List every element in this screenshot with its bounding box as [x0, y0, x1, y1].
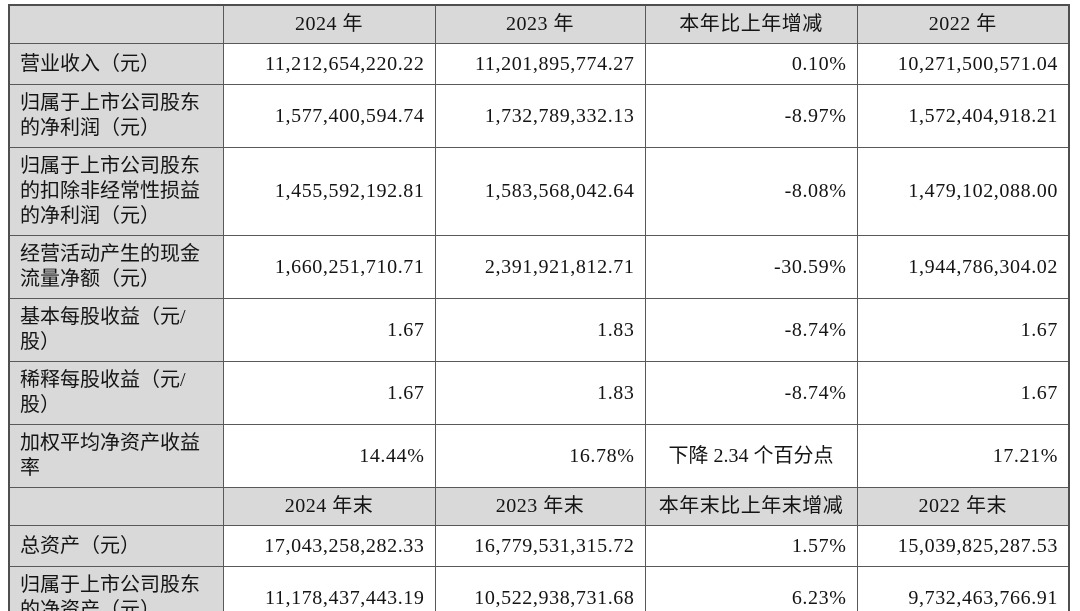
- value-2024: 1,577,400,594.74: [222, 84, 436, 148]
- metric-label: 基本每股收益（元/股）: [8, 298, 224, 362]
- table-row-net-profit: 归属于上市公司股东的净利润（元） 1,577,400,594.74 1,732,…: [8, 84, 1070, 148]
- metric-label: 总资产（元）: [8, 525, 224, 567]
- value-2022: 17.21%: [856, 424, 1070, 488]
- value-2024: 14.44%: [222, 424, 436, 488]
- value-change: -8.74%: [644, 361, 858, 425]
- value-2024: 1,660,251,710.71: [222, 235, 436, 299]
- value-2023: 2,391,921,812.71: [434, 235, 646, 299]
- metric-label: 营业收入（元）: [8, 43, 224, 85]
- value-2023: 16.78%: [434, 424, 646, 488]
- value-2022: 1,944,786,304.02: [856, 235, 1070, 299]
- value-change: -8.08%: [644, 147, 858, 236]
- table-row-net-assets: 归属于上市公司股东的净资产（元） 11,178,437,443.19 10,52…: [8, 566, 1070, 611]
- value-change: 1.57%: [644, 525, 858, 567]
- table-row-weighted-roe: 加权平均净资产收益率 14.44% 16.78% 下降 2.34 个百分点 17…: [8, 424, 1070, 488]
- value-change: -8.74%: [644, 298, 858, 362]
- value-2022: 1.67: [856, 361, 1070, 425]
- value-2024: 1.67: [222, 361, 436, 425]
- metric-label: 归属于上市公司股东的净资产（元）: [8, 566, 224, 611]
- value-2022: 1,479,102,088.00: [856, 147, 1070, 236]
- year-header-2022: 2022 年: [856, 4, 1070, 44]
- table-row-revenue: 营业收入（元） 11,212,654,220.22 11,201,895,774…: [8, 43, 1070, 85]
- value-change: 6.23%: [644, 566, 858, 611]
- year-header-2024: 2024 年: [222, 4, 436, 44]
- value-2022: 10,271,500,571.04: [856, 43, 1070, 85]
- table-row-operating-cash-flow: 经营活动产生的现金流量净额（元） 1,660,251,710.71 2,391,…: [8, 235, 1070, 299]
- table-row-total-assets: 总资产（元） 17,043,258,282.33 16,779,531,315.…: [8, 525, 1070, 567]
- yearend-header-2023: 2023 年末: [434, 487, 646, 526]
- value-2022: 1.67: [856, 298, 1070, 362]
- value-2023: 11,201,895,774.27: [434, 43, 646, 85]
- value-2022: 9,732,463,766.91: [856, 566, 1070, 611]
- change-header: 本年比上年增减: [644, 4, 858, 44]
- value-2022: 15,039,825,287.53: [856, 525, 1070, 567]
- value-2023: 1.83: [434, 361, 646, 425]
- metric-label: 归属于上市公司股东的扣除非经常性损益的净利润（元）: [8, 147, 224, 236]
- table-row-diluted-eps: 稀释每股收益（元/股） 1.67 1.83 -8.74% 1.67: [8, 361, 1070, 425]
- metric-label: 归属于上市公司股东的净利润（元）: [8, 84, 224, 148]
- metric-label: 经营活动产生的现金流量净额（元）: [8, 235, 224, 299]
- value-change: -30.59%: [644, 235, 858, 299]
- value-2024: 11,178,437,443.19: [222, 566, 436, 611]
- value-2023: 10,522,938,731.68: [434, 566, 646, 611]
- yearend-header-2022: 2022 年末: [856, 487, 1070, 526]
- value-change: 下降 2.34 个百分点: [644, 424, 858, 488]
- value-2024: 1,455,592,192.81: [222, 147, 436, 236]
- header-row-annual: 2024 年 2023 年 本年比上年增减 2022 年: [8, 4, 1070, 44]
- header-row-period-end: 2024 年末 2023 年末 本年末比上年末增减 2022 年末: [8, 487, 1070, 526]
- metric-label: 稀释每股收益（元/股）: [8, 361, 224, 425]
- value-2024: 11,212,654,220.22: [222, 43, 436, 85]
- value-2024: 17,043,258,282.33: [222, 525, 436, 567]
- year-header-2023: 2023 年: [434, 4, 646, 44]
- yearend-change-header: 本年末比上年末增减: [644, 487, 858, 526]
- yearend-header-2024: 2024 年末: [222, 487, 436, 526]
- value-2024: 1.67: [222, 298, 436, 362]
- financial-summary-table: 2024 年 2023 年 本年比上年增减 2022 年 营业收入（元） 11,…: [8, 4, 1070, 611]
- value-2023: 1,583,568,042.64: [434, 147, 646, 236]
- table-row-basic-eps: 基本每股收益（元/股） 1.67 1.83 -8.74% 1.67: [8, 298, 1070, 362]
- corner-blank-cell: [8, 4, 224, 44]
- value-change: 0.10%: [644, 43, 858, 85]
- value-2023: 1.83: [434, 298, 646, 362]
- value-2023: 1,732,789,332.13: [434, 84, 646, 148]
- value-change: -8.97%: [644, 84, 858, 148]
- table-row-net-profit-deducted: 归属于上市公司股东的扣除非经常性损益的净利润（元） 1,455,592,192.…: [8, 147, 1070, 236]
- metric-label: 加权平均净资产收益率: [8, 424, 224, 488]
- corner-blank-cell: [8, 487, 224, 526]
- value-2023: 16,779,531,315.72: [434, 525, 646, 567]
- value-2022: 1,572,404,918.21: [856, 84, 1070, 148]
